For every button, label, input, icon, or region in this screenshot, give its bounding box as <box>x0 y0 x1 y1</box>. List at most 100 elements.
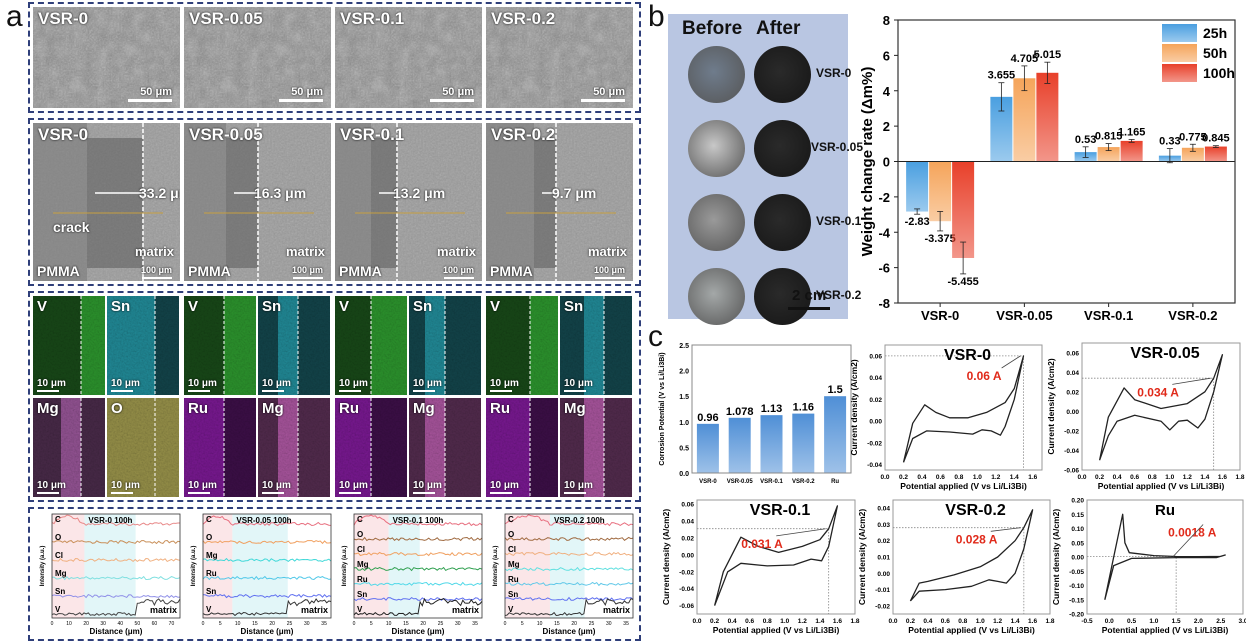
cv-title: VSR-0 <box>944 347 991 364</box>
profile-line-cl <box>51 557 181 563</box>
data-label: 1.078 <box>726 406 754 418</box>
x-tick-label: 0.4 <box>923 618 932 625</box>
element-label: O <box>55 533 61 542</box>
sample-label: VSR-0 <box>816 66 852 80</box>
cv-curve <box>902 355 1025 463</box>
sample-label: VSR-0.1 <box>340 9 405 28</box>
x-tick-label: 2.0 <box>1194 618 1203 625</box>
sem-surface-image: VSR-0.1 50 μm <box>335 7 482 108</box>
panel-a-label: a <box>6 0 23 33</box>
sample-photo: Before After VSR-0 VSR-0.05 VSR-0.1 VSR-0.2… <box>668 14 863 325</box>
x-tick-label: 0.6 <box>1130 474 1139 481</box>
x-tick-label: 0.0 <box>1105 618 1114 625</box>
profile-line-mg <box>353 566 483 572</box>
x-tick-label: 1.8 <box>1235 474 1244 481</box>
cv-plot-vsr-0.2: 0.0 0.2 0.4 0.6 0.8 1.0 1.2 1.4 1.6 1.8 -0.02 -0.01… <box>857 499 1055 635</box>
sample-label: VSR-0.1 <box>340 125 405 144</box>
x-tick-label: VSR-0 <box>921 308 959 323</box>
x-axis-label: Potential applied (V vs Li/Li3Bi) <box>900 481 1027 491</box>
scale-label: 10 μm <box>564 480 593 491</box>
x-tick-label: 0.2 <box>1095 474 1104 481</box>
x-tick-label: 1.0 <box>780 618 789 625</box>
matrix-label: matrix <box>603 605 630 615</box>
element-label: Ru <box>339 400 359 417</box>
x-tick-label: VSR-0.1 <box>760 479 783 485</box>
y-tick-label: 0.10 <box>1071 526 1084 533</box>
scale-label: 10 μm <box>37 480 66 491</box>
plot-frame <box>202 513 332 619</box>
scale-label: 10 μm <box>111 378 140 389</box>
photo-scale-label: 2 cm <box>792 287 827 304</box>
pmma-region <box>52 514 85 618</box>
x-tick-label: 10 <box>66 621 72 627</box>
sample-label: VSR-0.05 <box>811 140 864 154</box>
eds-texture <box>486 296 558 395</box>
legend-label: 100h <box>1203 65 1235 81</box>
x-tick-label: 0.4 <box>1113 474 1122 481</box>
sem-surface-image: VSR-0.2 50 μm <box>486 7 633 108</box>
cv-curve <box>1104 513 1226 600</box>
element-label: Mg <box>357 560 369 569</box>
scale-label: 10 μm <box>339 378 368 389</box>
bar <box>696 423 719 473</box>
bar-50h <box>929 161 952 222</box>
eds-texture <box>409 398 481 497</box>
matrix-label: matrix <box>134 244 174 259</box>
plot-frame <box>884 344 1043 471</box>
y-axis-label: Current density (A/cm2) <box>857 509 867 606</box>
x-tick-label: 0.8 <box>763 618 772 625</box>
data-label: 5.015 <box>1034 49 1062 61</box>
element-label: Sn <box>111 298 131 315</box>
bar <box>824 396 847 473</box>
sem-cross-section-image: VSR-0 33.2 μm crack PMMA matrix 100 μm <box>33 123 180 281</box>
element-label: Mg <box>564 400 586 417</box>
bar-100h <box>1204 146 1227 162</box>
x-tick-label: 30 <box>304 621 310 627</box>
data-label: 4.705 <box>1011 53 1039 65</box>
thickness-label: 33.2 μm <box>139 185 180 201</box>
element-label: O <box>508 530 514 539</box>
y-tick-label: -0.02 <box>1064 428 1079 435</box>
y-tick-label: -0.04 <box>1064 448 1079 455</box>
cv-plot-ru: -0.5 0.0 0.5 1.0 1.5 2.0 2.5 3.0 -0.20 -0.15 -0.10… <box>1051 498 1246 636</box>
sample-label: VSR-0 <box>38 9 89 28</box>
bar-100h <box>1036 72 1059 162</box>
scale-bar <box>188 390 210 392</box>
x-tick-label: 10 <box>537 621 543 627</box>
element-label: V <box>37 298 48 315</box>
x-tick-label: 0.0 <box>888 618 897 625</box>
x-tick-label: 30 <box>606 621 612 627</box>
annotation-arrow <box>1172 524 1204 557</box>
y-tick-label: -0.02 <box>679 569 694 576</box>
x-tick-label: 0.6 <box>936 474 945 481</box>
x-tick-label: 1.4 <box>1200 474 1209 481</box>
element-label: O <box>357 530 363 539</box>
scale-bar <box>581 99 625 102</box>
cv-title: VSR-0.05 <box>1130 345 1199 362</box>
eds-texture <box>107 398 179 497</box>
bar-100h <box>952 161 975 258</box>
element-label: Mg <box>55 569 67 578</box>
x-tick-label: 20 <box>269 621 275 627</box>
annotation-label: 0.06 A <box>967 369 1002 383</box>
profile-line-ru <box>504 581 634 587</box>
x-tick-label: 1.0 <box>1149 618 1158 625</box>
x-tick-label: 35 <box>623 621 629 627</box>
element-label: C <box>55 515 61 524</box>
element-label: Mg <box>413 400 435 417</box>
y-tick-label: 0.06 <box>681 502 694 509</box>
profile-line-o <box>504 536 634 542</box>
bar-100h <box>1120 140 1143 162</box>
y-tick-label: 6 <box>883 48 890 63</box>
y-tick-label: 0.06 <box>869 353 882 360</box>
thickness-label: 16.3 μm <box>254 185 307 201</box>
cv-title: VSR-0.2 <box>945 502 1006 519</box>
thickness-label: 13.2 μm <box>393 185 446 201</box>
x-tick-label: VSR-0.05 <box>727 479 754 485</box>
y-tick-label: 0.03 <box>877 522 890 529</box>
scale-label: 10 μm <box>413 378 442 389</box>
line-profile-plot: CO Cl Mg Ru Sn V VSR-0.2 100h matrix 0 5 10 15 20 25 3… <box>493 513 634 636</box>
element-label: Cl <box>55 551 63 560</box>
scale-bar <box>111 390 133 392</box>
element-label: O <box>206 533 212 542</box>
